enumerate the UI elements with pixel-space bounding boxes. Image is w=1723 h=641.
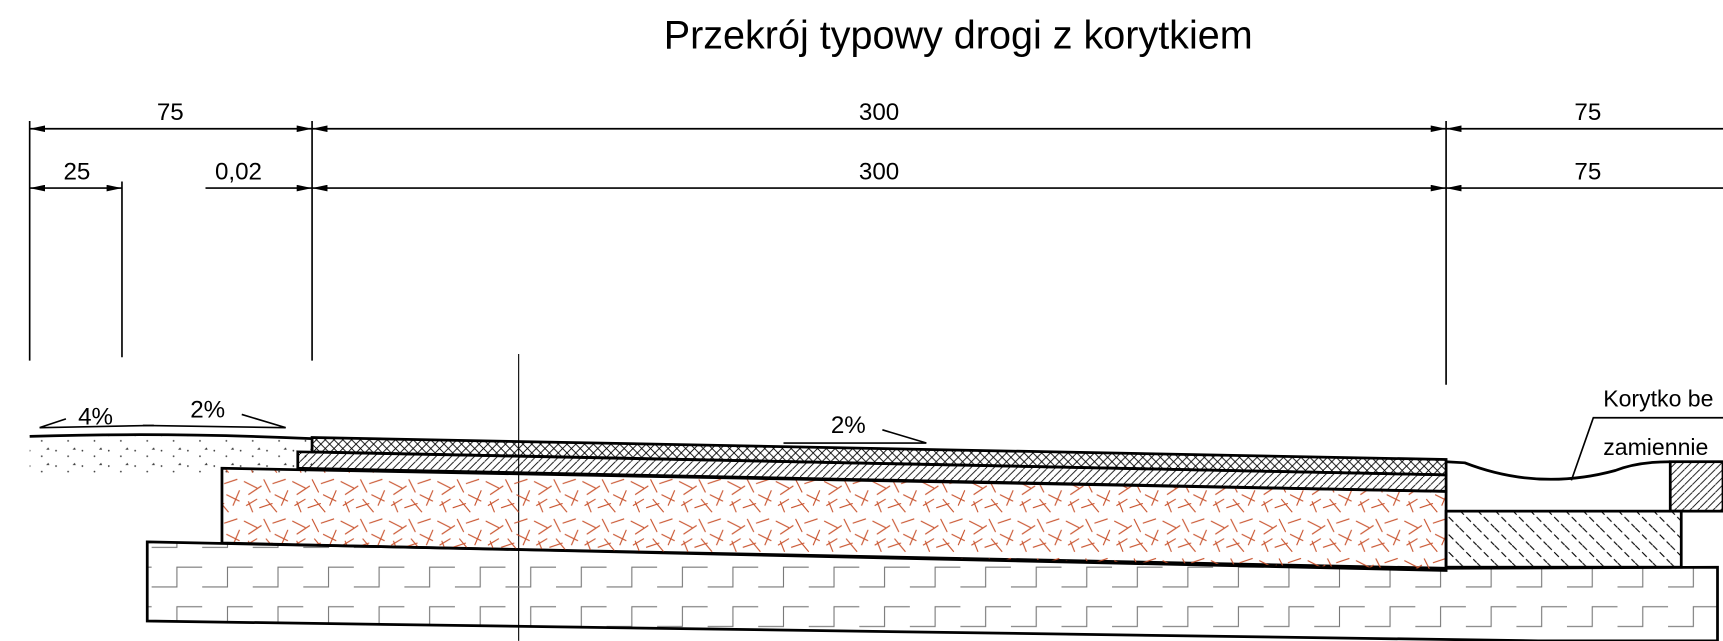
note-label: Korytko be: [1603, 386, 1713, 412]
dimension-label: 75: [157, 99, 184, 126]
dimension-label: 75: [1574, 99, 1601, 126]
dimension-label: 25: [63, 158, 90, 185]
dimension-label: 75: [1574, 158, 1601, 185]
dimension-label: 0,02: [215, 158, 262, 185]
dimension-label: 300: [859, 99, 899, 126]
title: Przekrój typowy drogi z korytkiem: [664, 14, 1253, 58]
channel-profile: [1446, 462, 1670, 480]
slope-label: 2%: [831, 412, 866, 439]
dimension-label: 300: [859, 158, 899, 185]
channel-foundation: [1446, 511, 1681, 567]
curb: [1670, 462, 1723, 511]
shoulder: [30, 435, 312, 473]
cross-section-drawing: Przekrój typowy drogi z korytkiem 75 300…: [0, 0, 1723, 641]
note-label: zamiennie: [1603, 434, 1708, 460]
slope-label: 2%: [190, 397, 225, 424]
